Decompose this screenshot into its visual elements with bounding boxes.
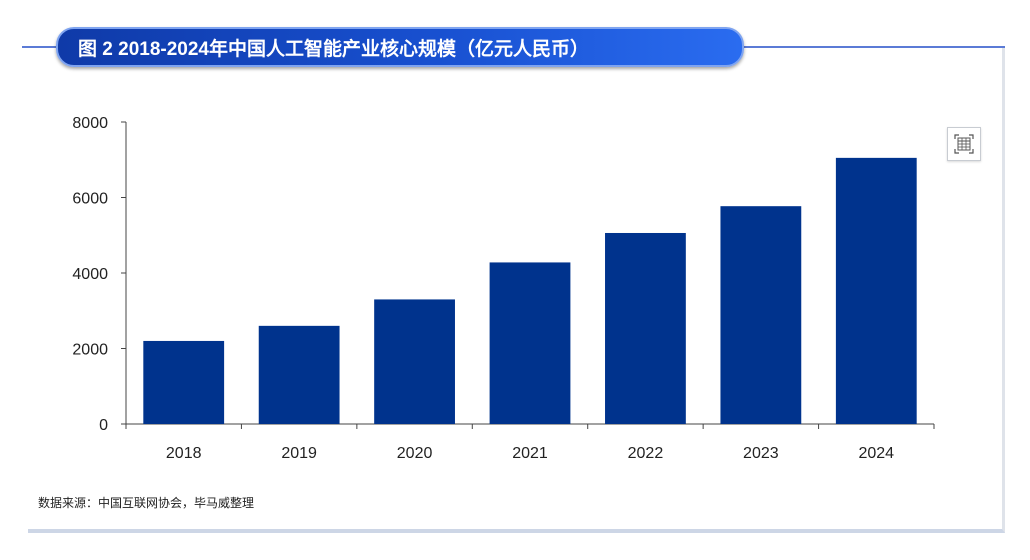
x-tick-label: 2018	[166, 445, 202, 462]
bar-2023	[720, 206, 802, 424]
bar-2022	[605, 232, 686, 424]
y-tick-label: 0	[99, 417, 108, 434]
y-tick-label: 4000	[72, 266, 108, 283]
bar-2021	[489, 262, 571, 424]
table-icon-glyph	[954, 134, 974, 154]
title-banner: 图 2 2018-2024年中国人工智能产业核心规模（亿元人民币）	[56, 27, 744, 67]
x-tick-label: 2019	[281, 445, 317, 462]
x-tick-label: 2022	[628, 445, 664, 462]
source-note: 数据来源：中国互联网协会，毕马威整理	[38, 496, 255, 510]
x-tick-label: 2021	[512, 445, 548, 462]
y-tick-label: 6000	[72, 191, 108, 208]
bar-2019	[258, 325, 340, 424]
x-tick-label: 2023	[743, 445, 779, 462]
bar-2020	[374, 299, 455, 424]
table-icon[interactable]	[947, 127, 981, 161]
x-tick-label: 2024	[858, 445, 894, 462]
chart-title: 图 2 2018-2024年中国人工智能产业核心规模（亿元人民币）	[78, 38, 589, 60]
bar-2018	[143, 340, 225, 424]
x-tick-label: 2020	[397, 445, 433, 462]
bar-2024	[835, 157, 917, 425]
y-tick-label: 8000	[72, 115, 108, 132]
y-tick-label: 2000	[72, 342, 108, 359]
